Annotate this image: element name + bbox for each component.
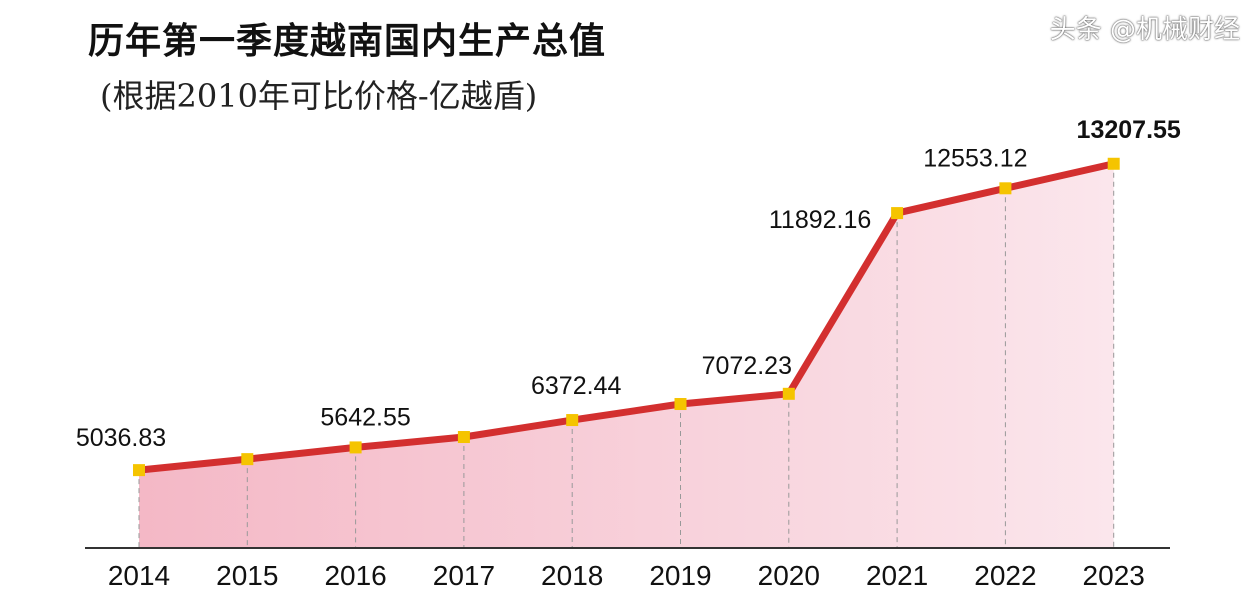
data-point-2020 (782, 387, 795, 400)
data-point-2019 (674, 398, 687, 411)
x-tick-label-2014: 2014 (108, 560, 170, 591)
data-label-2021: 11892.16 (769, 206, 871, 234)
x-tick-label-2017: 2017 (433, 560, 495, 591)
data-point-2018 (566, 414, 579, 427)
chart-title: 历年第一季度越南国内生产总值 (88, 21, 607, 62)
data-point-2014 (133, 464, 145, 477)
x-tick-label-2018: 2018 (541, 560, 603, 591)
data-label-2022: 12553.12 (923, 144, 1027, 172)
area-fill (139, 163, 1114, 549)
watermark: 头条 @机械财经 (1049, 15, 1240, 45)
data-point-2016 (349, 441, 362, 454)
x-tick-label-2023: 2023 (1083, 560, 1145, 591)
x-tick-label-2015: 2015 (216, 560, 278, 591)
data-label-2020: 7072.23 (702, 352, 792, 380)
data-label-2018: 6372.44 (531, 372, 621, 400)
chart-subtitle: (根据2010年可比价格-亿越盾) (100, 77, 538, 115)
data-point-2021 (891, 207, 904, 220)
x-tick-label-2022: 2022 (974, 560, 1036, 591)
data-point-2023 (1107, 157, 1120, 170)
data-point-2022 (999, 182, 1012, 195)
x-tick-label-2021: 2021 (866, 560, 928, 591)
data-label-2014: 5036.83 (76, 424, 166, 452)
x-tick-label-2019: 2019 (649, 560, 711, 591)
data-point-2015 (241, 453, 254, 466)
data-label-2016: 5642.55 (320, 403, 410, 431)
x-tick-label-2020: 2020 (758, 560, 820, 591)
data-point-2017 (457, 431, 470, 444)
series-line (138, 160, 1115, 474)
data-label-2023: 13207.55 (1077, 116, 1181, 144)
x-tick-label-2016: 2016 (324, 560, 386, 591)
